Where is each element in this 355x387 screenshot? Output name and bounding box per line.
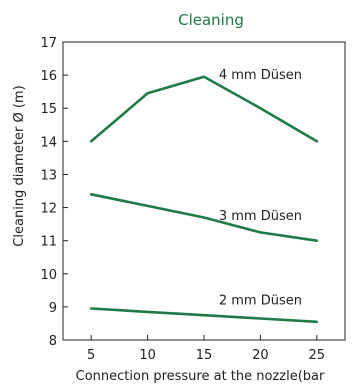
series-label-1: 4 mm Düsen <box>219 68 302 83</box>
plot-border <box>62 41 346 341</box>
x-tick-label: 20 <box>252 348 269 363</box>
y-tick-label: 13 <box>40 168 57 183</box>
y-tick-label: 10 <box>40 268 57 283</box>
series-line-1 <box>89 75 319 143</box>
x-tick-label: 10 <box>139 348 156 363</box>
series-line-2 <box>89 193 319 242</box>
y-tick-label: 9 <box>49 301 57 316</box>
x-tick-label: 15 <box>196 348 213 363</box>
x-axis-ticks: 5 10 15 20 25 <box>87 335 325 363</box>
series-labels: 4 mm Düsen 3 mm Düsen 2 mm Düsen <box>219 68 302 308</box>
x-tick-label: 25 <box>309 348 326 363</box>
plot-frame <box>62 41 346 341</box>
y-tick-label: 15 <box>40 102 57 117</box>
y-tick-label: 16 <box>40 69 57 84</box>
x-axis-title: Connection pressure at the nozzle(bar <box>76 369 325 384</box>
y-axis-title: Cleaning diameter Ø (m) <box>12 85 27 246</box>
chart-title: Cleaning <box>178 11 244 29</box>
y-tick-label: 11 <box>40 235 57 250</box>
x-tick-label: 5 <box>87 348 95 363</box>
series-line-3 <box>89 307 319 324</box>
y-tick-label: 17 <box>40 36 57 51</box>
y-axis-ticks: 8 9 10 11 12 13 14 15 16 17 <box>40 36 68 349</box>
series-label-3: 2 mm Düsen <box>219 293 302 308</box>
y-tick-label: 12 <box>40 202 57 217</box>
y-tick-label: 8 <box>49 334 57 349</box>
series-lines <box>89 75 319 324</box>
y-tick-label: 14 <box>40 135 57 150</box>
series-label-2: 3 mm Düsen <box>219 209 302 224</box>
